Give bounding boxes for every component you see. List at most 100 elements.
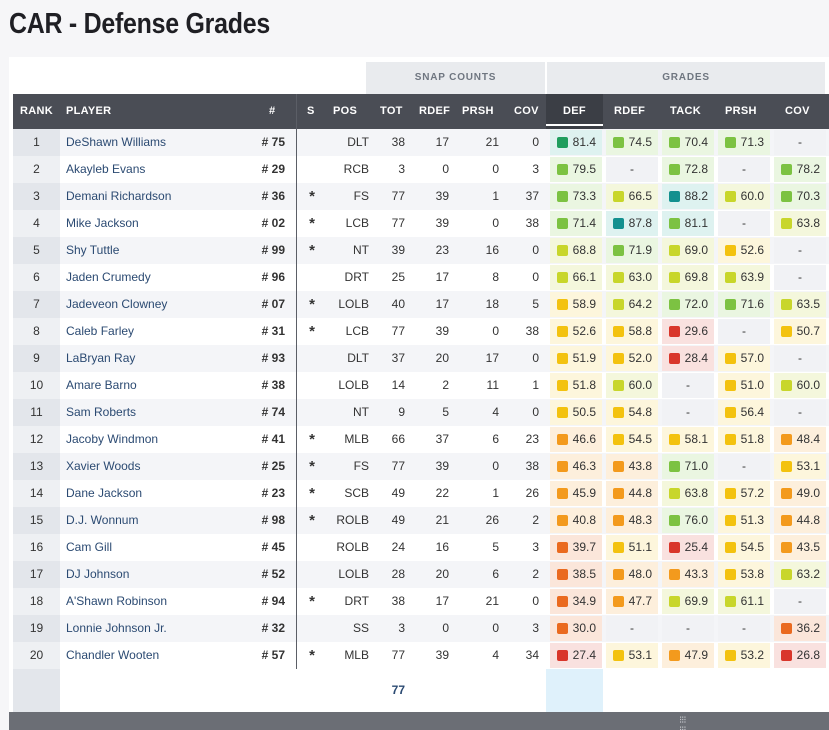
player-name-link[interactable]: Sam Roberts (66, 405, 137, 419)
col-grade-tack[interactable]: TACK (670, 105, 701, 117)
table-row[interactable]: 13 Xavier Woods # 25 * FS 77 39 0 38 46.3 43.8 71.0… (13, 453, 829, 480)
col-grade-cov[interactable]: COV (785, 105, 810, 117)
grade-cell-rdef: 47.7 (606, 589, 658, 614)
player-name-link[interactable]: DJ Johnson (66, 567, 130, 581)
player-name-link[interactable]: LaBryan Ray (66, 351, 136, 365)
position-cell: MLB (344, 432, 369, 446)
col-pos[interactable]: POS (333, 105, 358, 117)
table-row[interactable]: 15 D.J. Wonnum # 98 * ROLB 49 21 26 2 40.8 48.3 76.… (13, 507, 829, 534)
player-name-link[interactable]: Xavier Woods (66, 459, 141, 473)
grip-dots-icon[interactable]: ⁝⁝⁝⁝⁝⁝ (679, 715, 686, 730)
table-row[interactable]: 10 Amare Barno # 38 LOLB 14 2 11 1 51.8 60.0-51.0… (13, 372, 829, 399)
col-rdef[interactable]: RDEF (419, 105, 451, 117)
grades-table: SNAP COUNTS GRADES RANK PLAYER # S POS T… (9, 57, 829, 730)
col-player[interactable]: PLAYER (66, 105, 112, 117)
grade-value: 58.1 (684, 432, 708, 446)
player-name-link[interactable]: D.J. Wonnum (66, 513, 139, 527)
grade-cell-prsh: 53.8 (718, 562, 770, 587)
grade-cell-prsh: - (718, 616, 770, 641)
position-cell: ROLB (336, 540, 369, 554)
jersey-number: # 38 (261, 378, 285, 392)
player-name-link[interactable]: Jadeveon Clowney (66, 297, 168, 311)
grade-cell-rdef: 51.1 (606, 535, 658, 560)
col-tot[interactable]: TOT (380, 105, 403, 117)
grade-color-swatch (557, 515, 568, 526)
grade-cell-rdef: 60.0 (606, 373, 658, 398)
col-prsh[interactable]: PRSH (462, 105, 494, 117)
table-row[interactable]: 11 Sam Roberts # 74 NT 9 5 4 0 50.5 54.8 - 56.4 - (13, 399, 829, 426)
grade-cell-cov: - (774, 238, 826, 263)
table-row[interactable]: 1 DeShawn Williams # 75 DLT 38 17 21 0 81.4 74.5 7… (13, 129, 829, 156)
player-name-link[interactable]: Mike Jackson (66, 216, 139, 230)
grade-value: 70.3 (796, 189, 820, 203)
group-header-grades: GRADES (547, 62, 825, 94)
snap-cov: 23 (525, 432, 539, 446)
position-cell: MLB (344, 648, 369, 662)
col-starter[interactable]: S (307, 105, 315, 117)
snap-tot: 49 (391, 513, 405, 527)
starter-mark (305, 129, 319, 156)
col-number[interactable]: # (269, 105, 276, 117)
table-row[interactable]: 4 Mike Jackson # 02 * LCB 77 39 0 38 71.4 87.8 81.1… (13, 210, 829, 237)
col-grade-rdef[interactable]: RDEF (614, 105, 646, 117)
grade-value: 48.3 (628, 513, 652, 527)
player-name-link[interactable]: Cam Gill (66, 540, 113, 554)
grade-cell-def: 50.5 (550, 400, 602, 425)
grade-cell-tack: 28.4 (662, 346, 714, 371)
grade-value: 66.5 (628, 189, 652, 203)
jersey-number: # 57 (261, 648, 285, 662)
horizontal-scrollbar[interactable] (9, 712, 829, 730)
player-name-link[interactable]: Chandler Wooten (66, 648, 160, 662)
grade-color-swatch (557, 650, 568, 661)
grade-value: 63.0 (628, 270, 652, 284)
table-row[interactable]: 18 A'Shawn Robinson # 94 * DRT 38 17 21 0 34.9 47.… (13, 588, 829, 615)
player-name-link[interactable]: Jacoby Windmon (66, 432, 159, 446)
table-row[interactable]: 3 Demani Richardson # 36 * FS 77 39 1 37 73.3 66.5… (13, 183, 829, 210)
grade-value: 66.1 (572, 270, 596, 284)
player-name-link[interactable]: Jaden Crumedy (66, 270, 151, 284)
grade-cell-def: 79.5 (550, 157, 602, 182)
table-row[interactable]: 7 Jadeveon Clowney # 07 * LOLB 40 17 18 5 58.9 64.… (13, 291, 829, 318)
table-row[interactable]: 8 Caleb Farley # 31 * LCB 77 39 0 38 52.6 58.8 29.6… (13, 318, 829, 345)
grade-value: 43.8 (628, 459, 652, 473)
table-row[interactable]: 6 Jaden Crumedy # 96 DRT 25 17 8 0 66.1 63.0 69.8 6… (13, 264, 829, 291)
starter-mark (305, 534, 319, 561)
grade-cell-rdef: 43.8 (606, 454, 658, 479)
grade-color-swatch (557, 191, 568, 202)
player-name-link[interactable]: Amare Barno (66, 378, 137, 392)
grade-color-swatch (669, 515, 680, 526)
table-row[interactable]: 12 Jacoby Windmon # 41 * MLB 66 37 6 23 46.6 54.5 5… (13, 426, 829, 453)
grade-value: 51.0 (740, 378, 764, 392)
col-cov[interactable]: COV (514, 105, 539, 117)
grade-color-swatch (669, 191, 680, 202)
player-name-link[interactable]: Lonnie Johnson Jr. (66, 621, 167, 635)
snap-tot: 24 (391, 540, 405, 554)
grade-value: - (742, 324, 746, 338)
col-grade-def[interactable]: DEF (546, 94, 603, 129)
position-cell: FS (353, 459, 369, 473)
table-row[interactable]: 2 Akayleb Evans # 29 RCB 3 0 0 3 79.5 - 72.8 - 78.2 (13, 156, 829, 183)
player-name-link[interactable]: Akayleb Evans (66, 162, 146, 176)
grade-color-swatch (613, 407, 624, 418)
table-row[interactable]: 19 Lonnie Johnson Jr. # 32 SS 3 0 0 3 30.0 - - - 36.… (13, 615, 829, 642)
grade-cell-prsh: 51.0 (718, 373, 770, 398)
player-name-link[interactable]: Caleb Farley (66, 324, 135, 338)
table-row[interactable]: 16 Cam Gill # 45 ROLB 24 16 5 3 39.7 51.1 25.4 54.5… (13, 534, 829, 561)
table-row[interactable]: 14 Dane Jackson # 23 * SCB 49 22 1 26 45.9 44.8 63.… (13, 480, 829, 507)
grade-color-swatch (669, 353, 680, 364)
table-row[interactable]: 17 DJ Johnson # 52 LOLB 28 20 6 2 38.5 48.0 43.3 53… (13, 561, 829, 588)
table-row[interactable]: 5 Shy Tuttle # 99 * NT 39 23 16 0 68.8 71.9 69.0 52.… (13, 237, 829, 264)
player-name-link[interactable]: A'Shawn Robinson (66, 594, 168, 608)
table-row[interactable]: 20 Chandler Wooten # 57 * MLB 77 39 4 34 27.4 53.1… (13, 642, 829, 669)
player-name-link[interactable]: Dane Jackson (66, 486, 143, 500)
table-row[interactable]: 9 LaBryan Ray # 93 DLT 37 20 17 0 51.9 52.0 28.4 57… (13, 345, 829, 372)
player-name-link[interactable]: Shy Tuttle (66, 243, 120, 257)
grade-value: 47.9 (684, 648, 708, 662)
grade-color-swatch (557, 326, 568, 337)
player-name-link[interactable]: DeShawn Williams (66, 135, 167, 149)
col-rank[interactable]: RANK (20, 105, 53, 117)
col-grade-prsh[interactable]: PRSH (725, 105, 757, 117)
grade-color-swatch (557, 245, 568, 256)
grade-value: 63.5 (796, 297, 820, 311)
player-name-link[interactable]: Demani Richardson (66, 189, 172, 203)
